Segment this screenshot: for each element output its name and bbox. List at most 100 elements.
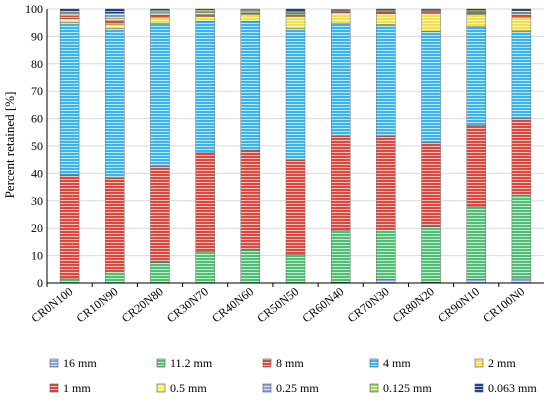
bar-segment xyxy=(150,166,170,263)
bar-segment xyxy=(59,8,80,12)
bar-segment xyxy=(511,14,532,18)
legend-swatch xyxy=(156,358,166,368)
x-tick-labels: CR0N100CR10N90CR20N80CR30N70CR40N60CR50N… xyxy=(28,284,527,325)
bar-segment xyxy=(466,8,486,11)
legend-swatch xyxy=(49,358,59,368)
bar-segment xyxy=(285,16,306,29)
bar-segment xyxy=(511,30,532,119)
bar-segment xyxy=(105,12,125,17)
bar-segment xyxy=(59,12,80,15)
x-tick-label: CR40N60 xyxy=(209,284,256,325)
y-axis-title: Percent retained [%] xyxy=(2,92,17,199)
bar-segment xyxy=(105,23,125,29)
bar-segment xyxy=(511,118,532,196)
bar-segment xyxy=(150,9,170,12)
bar-segment xyxy=(240,249,261,284)
bar-segment xyxy=(150,262,170,284)
bar-segment xyxy=(511,17,532,32)
bar-segment xyxy=(150,11,170,14)
y-tick-label: 30 xyxy=(31,194,43,208)
bar-segment xyxy=(150,17,170,24)
legend-label: 16 mm xyxy=(63,356,97,370)
x-tick-label: CR20N80 xyxy=(119,284,166,325)
y-tick-labels: 0 10 20 30 40 50 60 70 80 90 100 xyxy=(25,2,43,290)
y-tick-label: 10 xyxy=(31,249,43,263)
bar-segment xyxy=(285,8,306,12)
bar-segment xyxy=(285,28,306,161)
legend-label: 0.063 mm xyxy=(488,381,537,395)
bar-segment xyxy=(195,16,215,22)
y-tick-label: 50 xyxy=(31,139,43,153)
bar-segment xyxy=(421,8,441,10)
y-tick-label: 70 xyxy=(31,84,43,98)
legend-swatch xyxy=(369,383,379,393)
bar-segment xyxy=(376,11,396,14)
bar-segment xyxy=(285,160,306,255)
bar-segment xyxy=(59,22,80,175)
legend-label: 0.25 mm xyxy=(276,381,319,395)
bar-segment xyxy=(195,10,215,13)
bar-segment xyxy=(421,11,441,14)
bar-segment xyxy=(511,278,532,284)
bar-segment xyxy=(195,152,215,252)
bar-segment xyxy=(195,21,215,154)
legend-label: 1 mm xyxy=(63,381,91,395)
bar-segment xyxy=(59,10,80,13)
bar-segment xyxy=(330,11,351,14)
bar-segment xyxy=(105,28,125,179)
bar-segment xyxy=(105,8,125,14)
bar-segment xyxy=(330,135,351,231)
bar-segment xyxy=(59,278,80,284)
bar-segment xyxy=(330,12,351,24)
bar-segment xyxy=(195,14,215,17)
legend-label: 0.125 mm xyxy=(383,381,432,395)
bar-segment xyxy=(421,13,441,32)
bar-segment xyxy=(195,12,215,15)
bar-segment xyxy=(240,21,261,151)
bar-segment xyxy=(421,226,441,283)
x-tick-label: CR80N20 xyxy=(390,284,437,325)
bars xyxy=(59,8,532,284)
bar-segment xyxy=(105,15,125,19)
bar-segment xyxy=(330,23,351,137)
bar-segment xyxy=(511,10,532,13)
x-tick-label: CR90N10 xyxy=(435,284,482,325)
bar-segment xyxy=(466,26,486,126)
x-tick-label: CR50N50 xyxy=(254,284,301,325)
x-tick-label: CR10N90 xyxy=(74,284,121,325)
bar-segment xyxy=(376,228,396,280)
bar-segment xyxy=(105,271,125,284)
bar-segment xyxy=(240,12,261,15)
bar-segment xyxy=(376,24,396,137)
bar-segment xyxy=(59,15,80,19)
y-tick-label: 0 xyxy=(37,276,43,290)
bar-segment xyxy=(105,20,125,25)
bar-segment xyxy=(240,149,261,251)
legend-swatch xyxy=(49,383,59,393)
bar-segment xyxy=(150,23,170,167)
bar-segment xyxy=(59,13,80,17)
bar-segment xyxy=(511,12,532,14)
bar-segment xyxy=(466,206,486,280)
x-tick-label: CR70N30 xyxy=(345,284,392,325)
legend-label: 0.5 mm xyxy=(170,381,207,395)
x-tick-label: CR100N0 xyxy=(480,284,527,325)
bar-segment xyxy=(511,195,532,280)
legend-swatch xyxy=(262,383,272,393)
legend-swatch xyxy=(156,383,166,393)
bar-segment xyxy=(511,8,532,11)
bar-segment xyxy=(240,14,261,22)
bar-segment xyxy=(105,18,125,21)
bar-segment xyxy=(195,9,215,12)
bar-segment xyxy=(59,18,80,23)
y-tick-label: 60 xyxy=(31,112,43,126)
bar-segment xyxy=(421,30,441,143)
bar-segment xyxy=(330,229,351,283)
x-tick-label: CR30N70 xyxy=(164,284,211,325)
y-tick-label: 100 xyxy=(25,2,43,16)
y-tick-label: 90 xyxy=(31,29,43,43)
y-tick-label: 80 xyxy=(31,57,43,71)
bar-segment xyxy=(285,11,306,14)
